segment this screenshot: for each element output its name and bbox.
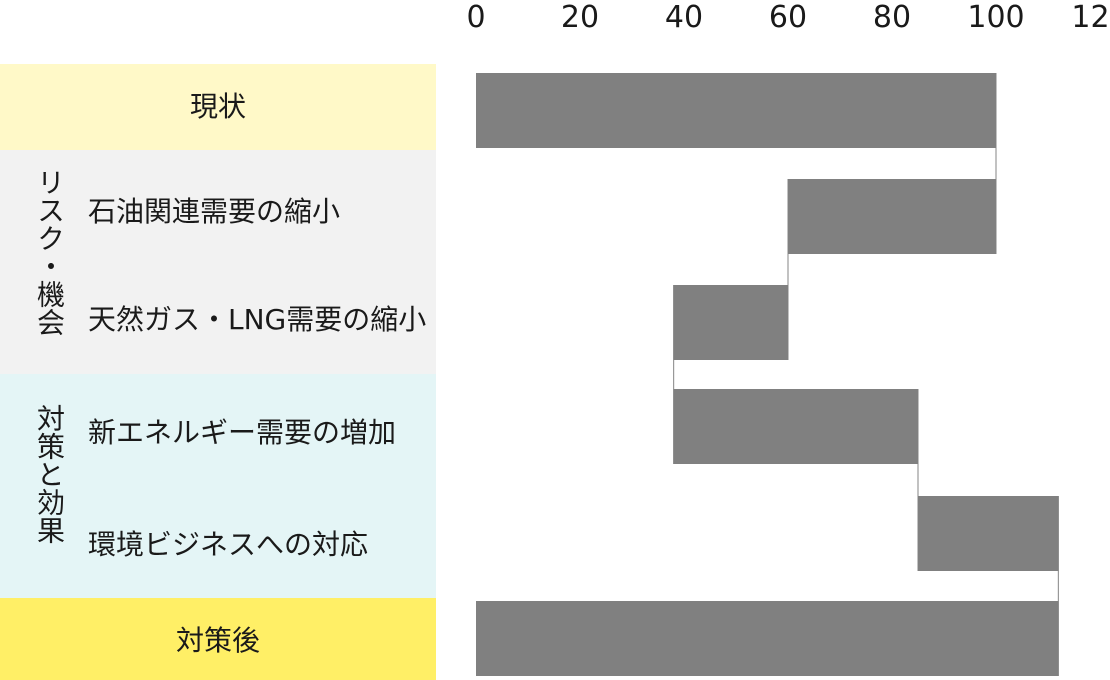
bar-1 [476,73,996,148]
group-label-measures-effects: 対策と効果 [33,404,66,544]
x-tick-label: 60 [768,0,808,35]
bar-5 [918,496,1059,571]
x-tick-label: 0 [466,0,486,35]
band-after-measures [0,598,436,680]
row-label-environmental-business: 環境ビジネスへの対応 [88,528,369,561]
x-tick-label: 20 [560,0,600,35]
band-current [0,64,436,150]
bar-6 [476,601,1059,676]
x-tick-label: 80 [872,0,912,35]
bar-4 [673,389,918,464]
x-tick-label: 100 [967,0,1025,35]
x-tick-label: 40 [664,0,704,35]
row-label-current: 現状 [189,90,246,123]
group-label-risk-opportunity: リスク・機会 [33,168,66,336]
row-label-new-energy-demand: 新エネルギー需要の増加 [88,416,397,449]
band-measures-effects [0,374,436,598]
bar-3 [673,285,788,360]
x-tick-label: 120 [1071,0,1110,35]
row-label-oil-demand: 石油関連需要の縮小 [88,195,341,228]
row-label-after-measures: 対策後 [175,624,260,657]
bar-2 [788,179,996,254]
row-label-gas-lng-demand: 天然ガス・LNG需要の縮小 [88,303,427,336]
band-risk-opportunity [0,150,436,374]
